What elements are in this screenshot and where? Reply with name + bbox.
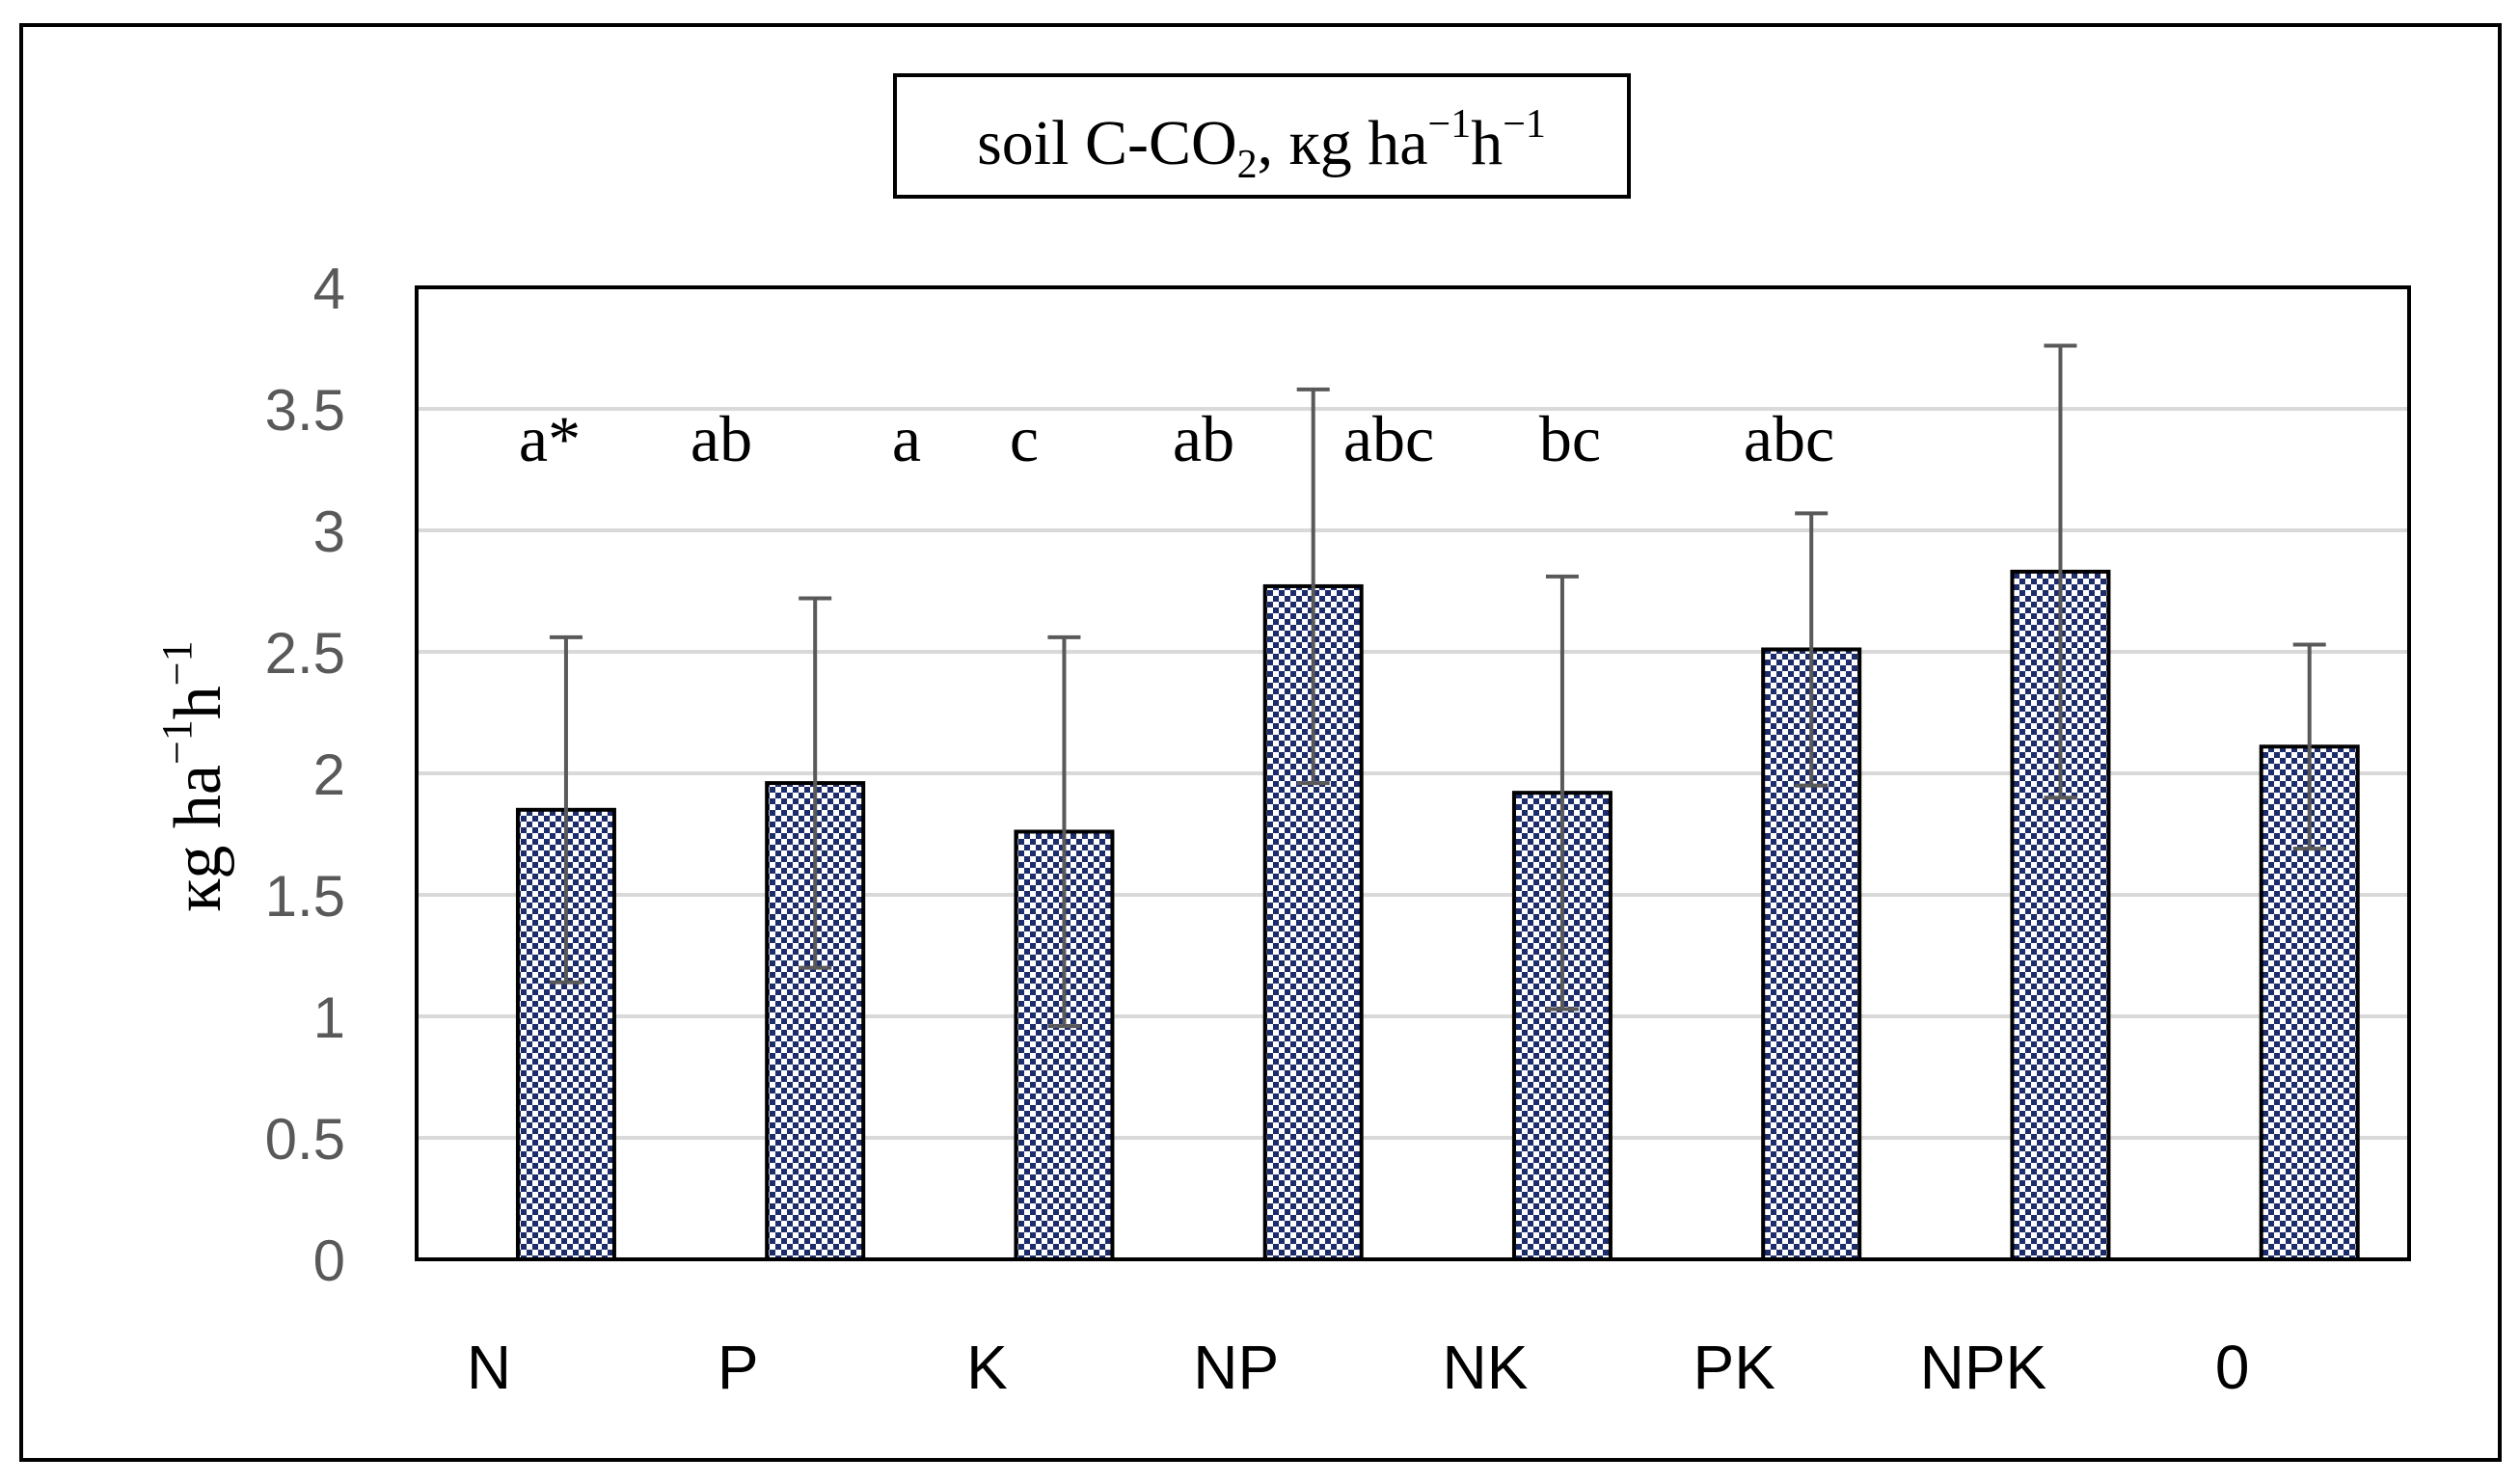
significance-label: bc bbox=[1539, 402, 1601, 475]
ylabel-superscript-1: −1 bbox=[153, 719, 201, 765]
title-superscript-1: −1 bbox=[1428, 102, 1472, 147]
significance-label: ab bbox=[691, 402, 752, 475]
chart-title: soil C-CO2, кg ha−1h−1 bbox=[977, 102, 1546, 187]
ylabel-mid: h bbox=[161, 686, 235, 719]
significance-label: abc bbox=[1744, 402, 1834, 475]
plot-area-border bbox=[415, 285, 2411, 1261]
significance-label: abc bbox=[1343, 402, 1434, 475]
title-subscript: 2 bbox=[1237, 143, 1258, 187]
x-tick-label: K bbox=[966, 1333, 1008, 1402]
y-tick-label: 1 bbox=[313, 985, 345, 1050]
x-tick-label: N bbox=[467, 1333, 511, 1402]
x-tick-label: P bbox=[718, 1333, 759, 1402]
ylabel-main: кg ha bbox=[161, 765, 235, 912]
y-axis-title: кg ha−1h−1 bbox=[153, 640, 235, 911]
title-mid: h bbox=[1471, 108, 1503, 178]
x-tick-labels: N P K NP NK PK NPK 0 bbox=[467, 1333, 2250, 1402]
significance-label: c bbox=[1010, 402, 1039, 475]
y-tick-label: 1.5 bbox=[265, 864, 345, 929]
figure-border bbox=[19, 23, 2502, 1462]
y-tick-label: 2.5 bbox=[265, 621, 345, 686]
y-tick-label: 2 bbox=[313, 742, 345, 807]
y-tick-label: 4 bbox=[313, 256, 345, 321]
title-superscript-2: −1 bbox=[1503, 102, 1546, 147]
significance-label: ab bbox=[1173, 402, 1234, 475]
title-rest: , кg ha bbox=[1258, 108, 1428, 178]
error-bars bbox=[549, 343, 2326, 1029]
y-tick-label: 0.5 bbox=[265, 1107, 345, 1172]
y-tick-labels: 0 0.5 1 1.5 2 2.5 3 3.5 4 bbox=[265, 256, 345, 1293]
significance-label: a bbox=[892, 402, 921, 475]
y-tick-label: 3.5 bbox=[265, 378, 345, 443]
x-tick-label: NK bbox=[1442, 1333, 1528, 1402]
x-tick-label: NPK bbox=[1920, 1333, 2047, 1402]
y-tick-label: 3 bbox=[313, 499, 345, 564]
y-tick-label: 0 bbox=[313, 1228, 345, 1293]
title-box bbox=[893, 73, 1631, 199]
x-tick-label: PK bbox=[1694, 1333, 1775, 1402]
significance-labels: a* ab a c ab abc bc abc bbox=[519, 402, 1834, 475]
title-main: soil C-CO bbox=[977, 108, 1237, 178]
x-tick-label: 0 bbox=[2215, 1333, 2250, 1402]
x-tick-label: NP bbox=[1193, 1333, 1279, 1402]
significance-label: a* bbox=[519, 402, 581, 475]
ylabel-superscript-2: −1 bbox=[153, 640, 201, 686]
